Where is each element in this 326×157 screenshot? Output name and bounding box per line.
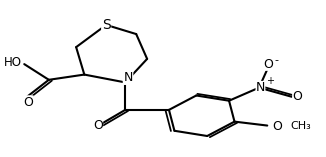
Text: O: O	[292, 90, 302, 103]
Text: O: O	[23, 95, 33, 108]
Text: +: +	[266, 76, 274, 86]
Text: N: N	[123, 71, 133, 84]
Text: CH₃: CH₃	[290, 121, 311, 131]
Text: O: O	[272, 120, 282, 133]
Text: O: O	[93, 119, 103, 132]
Text: S: S	[102, 18, 111, 32]
Text: N: N	[256, 81, 265, 94]
Text: HO: HO	[4, 56, 22, 69]
Text: O: O	[264, 58, 274, 71]
Text: -: -	[274, 55, 278, 65]
